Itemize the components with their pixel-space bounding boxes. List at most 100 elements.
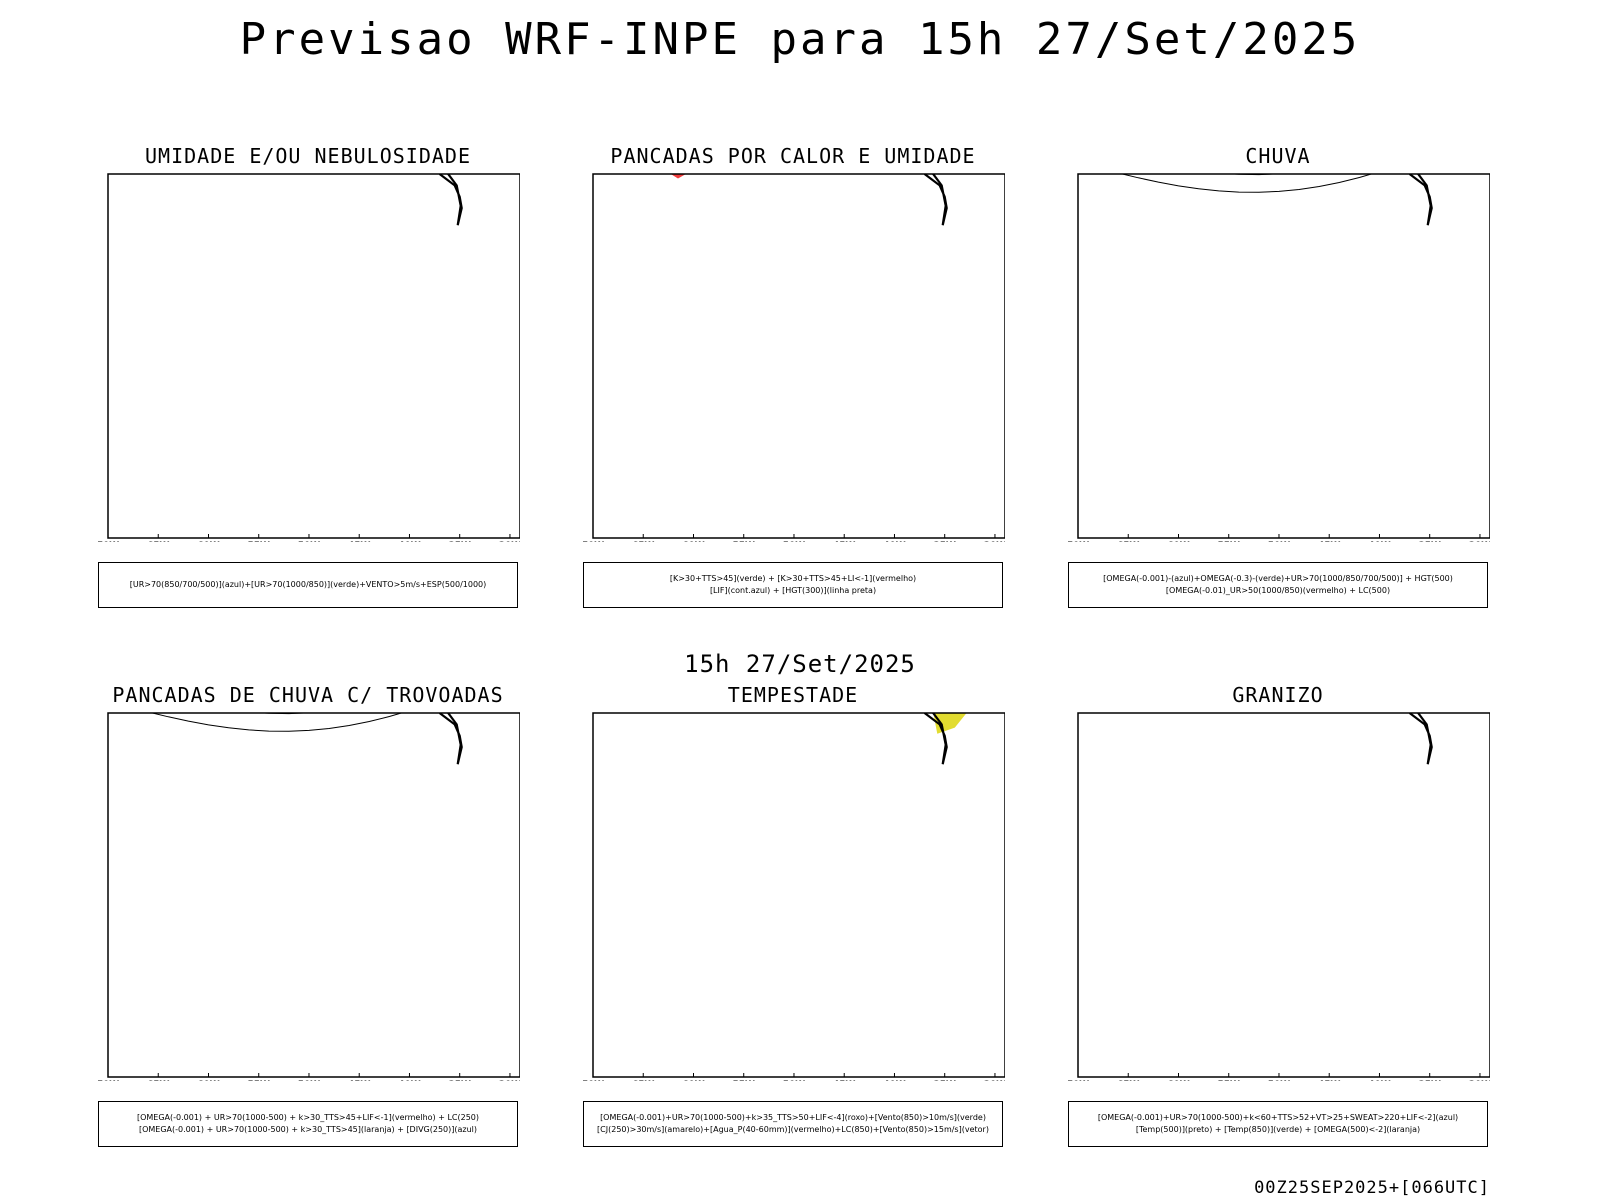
streamline (150, 713, 404, 732)
panel-title: CHUVA (1245, 144, 1311, 168)
forecast-map: 12S15S18S21S24S27S30S33S36S39S42S70W65W6… (583, 709, 1005, 1081)
panel-legend: [OMEGA(-0.001)-(azul)+OMEGA(-0.3)-(verde… (1068, 562, 1488, 608)
lon-tick-label: 30W (1469, 541, 1490, 542)
lon-tick-label: 70W (1068, 541, 1089, 542)
lon-tick-label: 60W (197, 1080, 220, 1081)
panel-3: CHUVA 57658256155857657356756457957612S15… (1018, 144, 1538, 614)
panel-title: PANCADAS POR CALOR E UMIDADE (610, 144, 976, 168)
lon-tick-label: 65W (147, 541, 170, 542)
map-svg: 57658256155857657356756457957612S15S18S2… (1068, 173, 1490, 542)
lon-tick-label: 30W (1469, 1080, 1490, 1081)
lon-tick-label: 40W (883, 541, 906, 542)
lon-tick-label: 40W (398, 541, 421, 542)
panel-legend: [OMEGA(-0.001)+UR>70(1000-500)+k<60+TTS>… (1068, 1101, 1488, 1147)
lon-tick-label: 30W (499, 1080, 520, 1081)
lon-tick-label: 30W (984, 541, 1005, 542)
plot-frame (1077, 173, 1490, 539)
lon-tick-label: 70W (1068, 1080, 1089, 1081)
legend-line: [UR>70(850/700/500)](azul)+[UR>70(1000/8… (129, 580, 487, 589)
forecast-map: 57658256155857657356756457957612S15S18S2… (1068, 170, 1490, 542)
coastline-east (438, 174, 463, 226)
panel-4: PANCADAS DE CHUVA C/ TROVOADAS12S15S18S2… (48, 683, 568, 1153)
lon-tick-label: 65W (632, 1080, 655, 1081)
instability-red-area (670, 174, 686, 179)
map-svg: -12-15-18-20-24-27-12-18-1512S15S18S21S2… (1068, 712, 1490, 1081)
legend-line: [OMEGA(-0.001)-(azul)+OMEGA(-0.3)-(verde… (1103, 574, 1453, 583)
lon-tick-label: 60W (682, 541, 705, 542)
lon-tick-label: 45W (348, 1080, 371, 1081)
lon-tick-label: 55W (733, 541, 756, 542)
main-title: Previsao WRF-INPE para 15h 27/Set/2025 (239, 14, 1361, 65)
lon-tick-label: 50W (783, 1080, 806, 1081)
run-timestamp: 00Z25SEP2025+[066UTC] (1254, 1178, 1490, 1198)
streamline (1120, 174, 1374, 193)
legend-line: [OMEGA(-0.001) + UR>70(1000-500) + k>30_… (136, 1113, 480, 1122)
legend-line: [OMEGA(-0.001) + UR>70(1000-500) + k>30_… (138, 1125, 478, 1134)
lon-tick-label: 40W (1368, 1080, 1391, 1081)
lon-tick-label: 50W (1268, 541, 1291, 542)
coastline-east (923, 713, 948, 765)
panel-legend: [UR>70(850/700/500)](azul)+[UR>70(1000/8… (98, 562, 518, 608)
lon-tick-label: 55W (248, 1080, 271, 1081)
legend-line: [OMEGA(-0.001)+UR>70(1000-500)+k>35_TTS>… (600, 1113, 986, 1122)
plot-frame (592, 712, 1005, 1078)
lon-tick-label: 45W (348, 541, 371, 542)
lon-tick-label: 50W (298, 1080, 321, 1081)
coastline-east (923, 174, 948, 226)
legend-line: [CJ(250)>30m/s](amarelo)+[Agua_P(40-60mm… (597, 1125, 989, 1134)
map-svg: 1008100810121016102010241028103210121016… (98, 173, 520, 542)
lon-tick-label: 50W (1268, 1080, 1291, 1081)
map-svg: 9600952094409360928092009040952096009440… (583, 173, 1005, 542)
lon-tick-label: 55W (1218, 541, 1241, 542)
lon-tick-label: 35W (448, 541, 471, 542)
coastline-east (1408, 174, 1433, 226)
plot-frame (107, 173, 520, 539)
forecast-map: 1008100810121016102010241028103210121016… (98, 170, 520, 542)
lon-tick-label: 60W (1167, 1080, 1190, 1081)
lon-tick-label: 70W (98, 541, 119, 542)
plot-frame (1077, 712, 1490, 1078)
plot-frame (107, 712, 520, 1078)
forecast-map: -12-15-18-20-24-27-12-18-1512S15S18S21S2… (1068, 709, 1490, 1081)
lon-tick-label: 60W (682, 1080, 705, 1081)
lon-tick-label: 40W (398, 1080, 421, 1081)
map-layers (150, 713, 463, 765)
lon-tick-label: 45W (1318, 541, 1341, 542)
lon-tick-label: 45W (833, 1080, 856, 1081)
panel-legend: [OMEGA(-0.001) + UR>70(1000-500) + k>30_… (98, 1101, 518, 1147)
lon-tick-label: 35W (1418, 1080, 1441, 1081)
panel-legend: [OMEGA(-0.001)+UR>70(1000-500)+k>35_TTS>… (583, 1101, 1003, 1147)
lon-tick-label: 60W (197, 541, 220, 542)
legend-line: [K>30+TTS>45](verde) + [K>30+TTS>45+LI<-… (669, 574, 917, 583)
lon-tick-label: 55W (733, 1080, 756, 1081)
lon-tick-label: 65W (632, 541, 655, 542)
lon-tick-label: 70W (583, 1080, 604, 1081)
lon-tick-label: 45W (1318, 1080, 1341, 1081)
map-layers: -12-15-18-20-24-27-12-18-15 (1158, 713, 1433, 765)
lon-tick-label: 65W (1117, 541, 1140, 542)
lon-tick-label: 35W (933, 541, 956, 542)
lon-tick-label: 35W (933, 1080, 956, 1081)
lon-tick-label: 65W (147, 1080, 170, 1081)
mid-date-label: 15h 27/Set/2025 (684, 650, 916, 678)
lon-tick-label: 30W (499, 541, 520, 542)
plot-frame (592, 173, 1005, 539)
lon-tick-label: 30W (984, 1080, 1005, 1081)
lon-tick-label: 35W (448, 1080, 471, 1081)
map-layers: 576582561558576573567564579576 (1120, 174, 1433, 226)
panel-title: UMIDADE E/OU NEBULOSIDADE (144, 144, 472, 168)
lon-tick-label: 35W (1418, 541, 1441, 542)
lon-tick-label: 40W (883, 1080, 906, 1081)
map-layers: 9600952094409360928092009040952096009440 (670, 174, 948, 226)
lon-tick-label: 40W (1368, 541, 1391, 542)
lon-tick-label: 60W (1167, 541, 1190, 542)
legend-line: [LIF](cont.azul) + [HGT(300)](linha pret… (709, 586, 877, 595)
legend-line: [Temp(500)](preto) + [Temp(850)](verde) … (1135, 1125, 1421, 1134)
forecast-map: 9600952094409360928092009040952096009440… (583, 170, 1005, 542)
map-svg: 12S15S18S21S24S27S30S33S36S39S42S70W65W6… (98, 712, 520, 1081)
map-svg: 12S15S18S21S24S27S30S33S36S39S42S70W65W6… (583, 712, 1005, 1081)
panel-title: TEMPESTADE (727, 683, 859, 707)
panel-1: UMIDADE E/OU NEBULOSIDADE 100810081012101… (48, 144, 568, 614)
coastline-east (438, 713, 463, 765)
forecast-map: 12S15S18S21S24S27S30S33S36S39S42S70W65W6… (98, 709, 520, 1081)
